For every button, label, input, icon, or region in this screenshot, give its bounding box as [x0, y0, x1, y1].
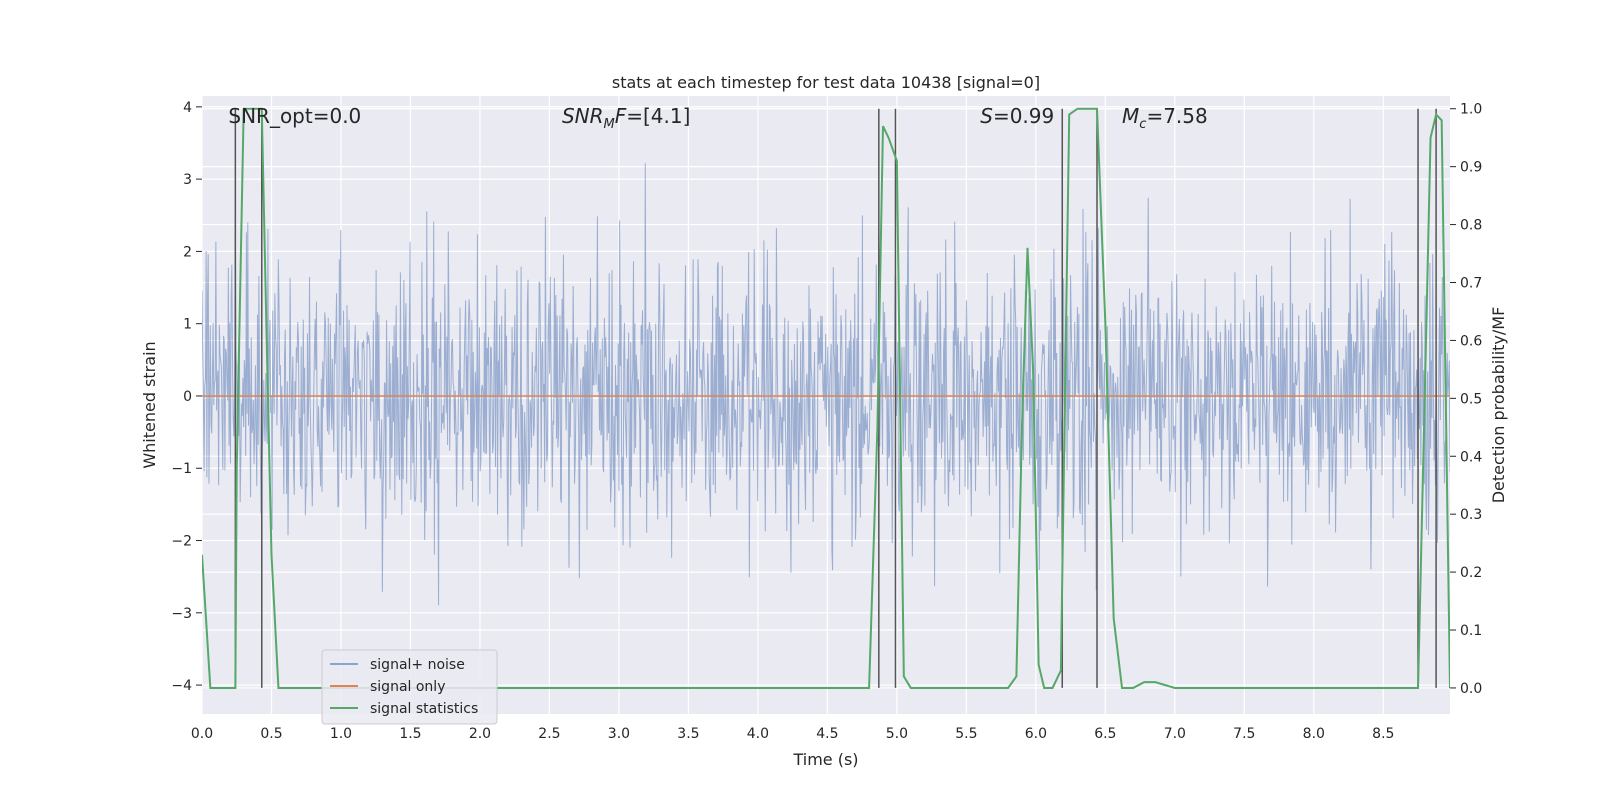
x-tick-label: 7.5 [1233, 726, 1255, 742]
x-tick-label: 6.5 [1094, 726, 1116, 742]
y-tick-label: −4 [171, 678, 192, 694]
plot-area [202, 107, 1450, 689]
x-tick-label: 2.5 [538, 726, 560, 742]
x-tick-label: 0.5 [260, 726, 282, 742]
annotations: SNR_opt=0.0 SNRMF=[4.1] S=0.99 Mc=7.58 [228, 104, 1207, 132]
x-tick-label: 6.0 [1025, 726, 1047, 742]
y-right-tick-label: 0.5 [1460, 391, 1482, 407]
chart-title: stats at each timestep for test data 104… [612, 73, 1040, 92]
annotation-text: SNRMF=[4.1] [562, 104, 690, 132]
legend-box [321, 649, 498, 725]
series-signal-plus-noise [202, 163, 1450, 606]
legend-label-signal-statistics: signal statistics [370, 701, 478, 717]
x-tick-label: 5.5 [955, 726, 977, 742]
series-signal-statistics [202, 107, 1450, 689]
x-tick-label: 0.0 [191, 726, 213, 742]
annotation-text: SNR_opt=0.0 [228, 104, 361, 128]
annotation-text: S=0.99 [980, 104, 1054, 128]
y-right-tick-label: 0.6 [1460, 333, 1482, 349]
y-tick-label: 0 [183, 389, 192, 405]
y-axis-right-label: Detection probability/MF [1489, 307, 1508, 504]
y-tick-label: 1 [183, 317, 192, 333]
y-right-tick-label: 0.2 [1460, 565, 1482, 581]
legend: signal+ noise signal only signal statist… [321, 649, 498, 725]
x-axis-ticks: 0.0 0.5 1.0 1.5 2.0 2.5 3.0 3.5 4.0 4.5 5.0 5.5 6.0 6… [191, 726, 1395, 742]
y-right-tick-label: 0.7 [1460, 276, 1482, 292]
vertical-markers [234, 108, 1437, 688]
y-axis-label: Whitened strain [140, 341, 159, 468]
y-tick-label: 3 [183, 172, 192, 188]
signal-statistics-line [202, 107, 1450, 689]
grid [201, 96, 1450, 714]
x-tick-label: 5.0 [886, 726, 908, 742]
annotation-text: Mc=7.58 [1122, 104, 1208, 132]
signal-plus-noise-line [202, 163, 1450, 606]
y-tick-label: 2 [183, 244, 192, 260]
x-tick-label: 3.0 [608, 726, 630, 742]
legend-label-signal-plus-noise: signal+ noise [370, 657, 465, 673]
y-right-tick-label: 1.0 [1460, 102, 1482, 118]
x-tick-label: 1.0 [330, 726, 352, 742]
x-tick-label: 4.0 [747, 726, 769, 742]
x-axis-label: Time (s) [792, 750, 858, 769]
x-tick-label: 8.0 [1303, 726, 1325, 742]
y-tick-label: −1 [171, 461, 192, 477]
y-right-tick-label: 0.9 [1460, 160, 1482, 176]
y-axis-ticks: −4 −3 −2 −1 0 1 2 3 4 [171, 100, 202, 694]
y-tick-label: −3 [171, 606, 192, 622]
x-tick-label: 3.5 [677, 726, 699, 742]
y-right-tick-label: 0.3 [1460, 507, 1482, 523]
y-right-tick-label: 0.1 [1460, 623, 1482, 639]
x-tick-label: 7.0 [1164, 726, 1186, 742]
y-tick-label: 4 [183, 100, 192, 116]
x-tick-label: 1.5 [399, 726, 421, 742]
y-tick-label: −2 [171, 534, 192, 550]
x-tick-label: 8.5 [1372, 726, 1394, 742]
x-tick-label: 2.0 [469, 726, 491, 742]
y-right-tick-label: 0.8 [1460, 218, 1482, 234]
y-right-tick-label: 0.0 [1460, 681, 1482, 697]
legend-label-signal-only: signal only [370, 679, 445, 695]
x-tick-label: 4.5 [816, 726, 838, 742]
y-axis-right-ticks: 0.0 0.1 0.2 0.3 0.4 0.5 0.6 0.7 0.8 0.9 1.0 [1450, 102, 1482, 697]
y-right-tick-label: 0.4 [1460, 449, 1482, 465]
